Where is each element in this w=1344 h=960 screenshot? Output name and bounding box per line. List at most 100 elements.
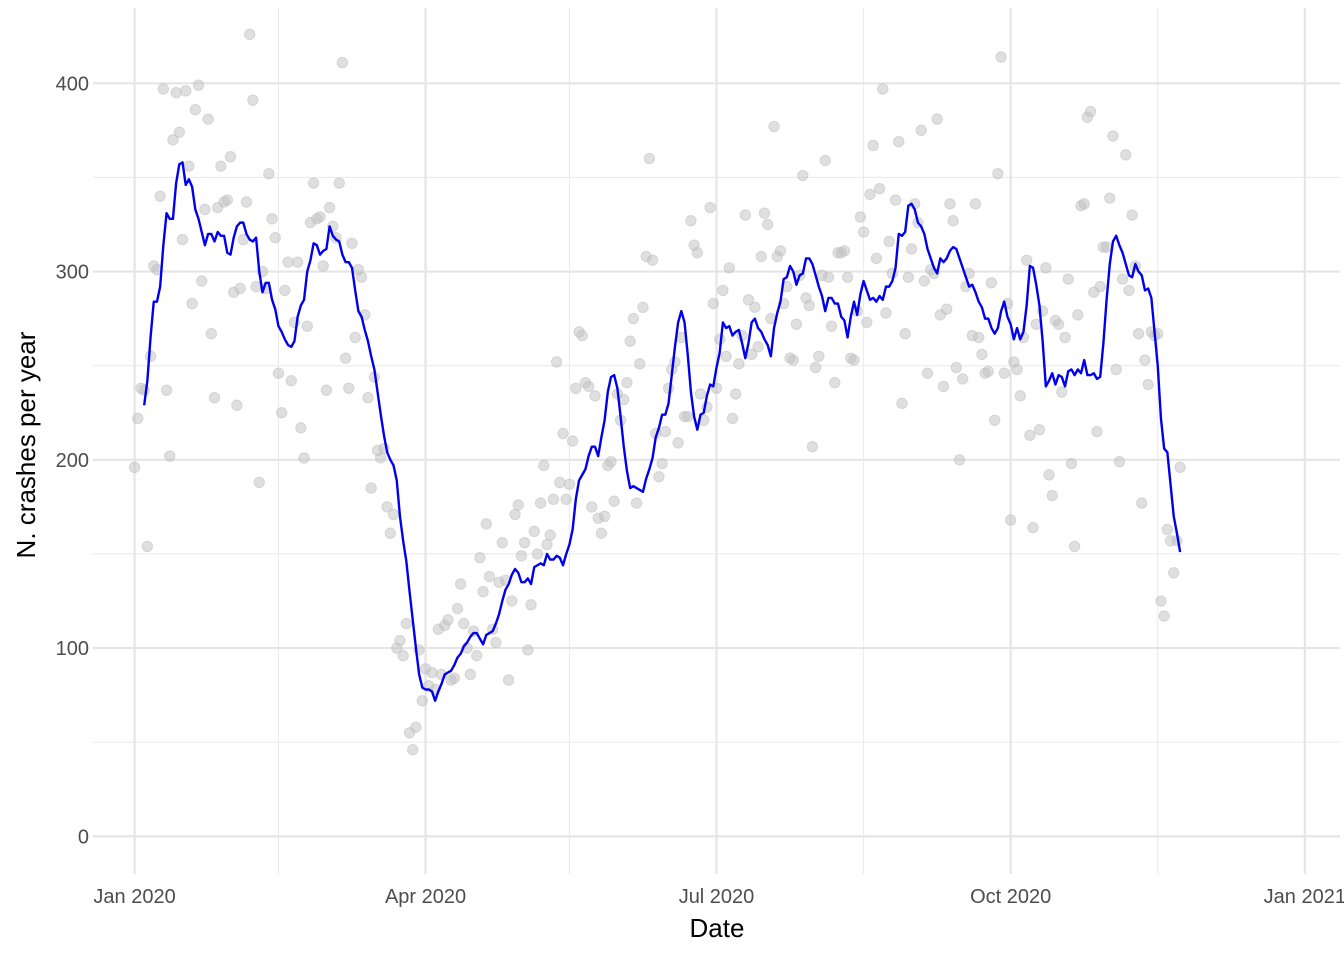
data-point — [448, 672, 461, 684]
data-point — [1052, 318, 1065, 330]
data-point — [509, 508, 521, 521]
data-point — [141, 540, 154, 553]
data-point — [627, 312, 640, 325]
data-point — [861, 316, 873, 329]
data-point — [496, 536, 508, 549]
data-point — [346, 237, 358, 250]
data-point — [263, 167, 275, 180]
data-point — [787, 354, 799, 366]
data-point — [234, 282, 246, 295]
data-point — [803, 299, 815, 312]
data-point — [362, 392, 374, 404]
data-point — [1126, 209, 1138, 221]
x-tick-label: Oct 2020 — [970, 886, 1051, 908]
data-point — [899, 327, 911, 340]
data-point — [1155, 595, 1167, 607]
data-point — [1068, 540, 1081, 553]
data-point — [694, 388, 707, 400]
data-point — [646, 254, 659, 266]
data-point — [215, 160, 227, 172]
data-point — [314, 211, 326, 223]
data-point — [857, 226, 870, 238]
data-point — [525, 599, 537, 611]
data-point — [547, 493, 560, 506]
data-point — [621, 376, 633, 389]
data-point — [1094, 280, 1106, 293]
data-point — [749, 301, 761, 314]
data-point — [605, 456, 617, 468]
data-point — [809, 361, 822, 374]
data-point — [752, 341, 764, 353]
data-point — [518, 536, 531, 549]
data-point — [630, 497, 643, 509]
data-point — [848, 354, 860, 366]
data-point — [953, 454, 966, 466]
data-point — [128, 461, 141, 474]
data-point — [739, 209, 751, 221]
data-point — [333, 177, 345, 189]
data-point — [189, 103, 202, 116]
data-point — [902, 271, 915, 283]
data-point — [544, 529, 556, 541]
data-point — [957, 373, 969, 385]
data-point — [937, 380, 950, 393]
data-point — [336, 56, 349, 69]
data-point — [298, 452, 310, 464]
data-point — [1014, 390, 1026, 402]
data-point — [426, 666, 438, 679]
data-point — [470, 649, 483, 662]
data-point — [458, 617, 470, 630]
data-point — [451, 602, 464, 615]
data-point — [669, 356, 681, 368]
data-point — [534, 497, 547, 509]
data-point — [167, 134, 179, 146]
data-point — [224, 151, 237, 163]
data-point — [589, 390, 601, 402]
data-point — [317, 260, 329, 272]
data-point — [160, 384, 173, 396]
data-point — [576, 329, 588, 342]
trend-line — [142, 161, 1182, 702]
data-point — [400, 617, 413, 630]
data-point — [320, 384, 333, 396]
data-point — [985, 277, 998, 289]
data-point — [1132, 327, 1145, 340]
data-point — [154, 190, 166, 202]
data-point — [397, 649, 409, 662]
data-point — [295, 422, 307, 434]
data-point — [1043, 469, 1055, 481]
data-point — [1110, 363, 1122, 376]
data-point — [685, 215, 697, 227]
data-point — [208, 392, 221, 404]
data-point — [221, 194, 233, 206]
data-point — [595, 527, 608, 539]
data-point — [323, 201, 336, 214]
data-point — [205, 327, 218, 340]
data-point — [563, 478, 576, 490]
data-point — [829, 376, 841, 389]
data-point — [464, 668, 476, 681]
data-point — [384, 527, 397, 539]
data-point — [656, 457, 668, 470]
data-point — [976, 348, 988, 361]
x-tick-label: Jan 2020 — [93, 886, 175, 908]
data-point — [1123, 284, 1135, 297]
data-point — [969, 198, 982, 210]
data-point — [873, 183, 886, 195]
data-point — [733, 358, 745, 370]
data-point — [761, 218, 774, 231]
data-point — [279, 284, 291, 297]
data-point — [1120, 149, 1132, 161]
data-point — [307, 177, 320, 189]
data-point — [1024, 429, 1036, 442]
data-point — [291, 256, 304, 268]
data-point — [416, 695, 429, 707]
data-point — [774, 245, 787, 257]
data-point — [285, 375, 297, 387]
data-point — [132, 412, 144, 425]
data-point — [972, 331, 985, 344]
data-point — [410, 721, 422, 733]
data-point — [586, 501, 598, 513]
y-tick-label: 100 — [56, 638, 89, 660]
data-point — [797, 169, 809, 182]
